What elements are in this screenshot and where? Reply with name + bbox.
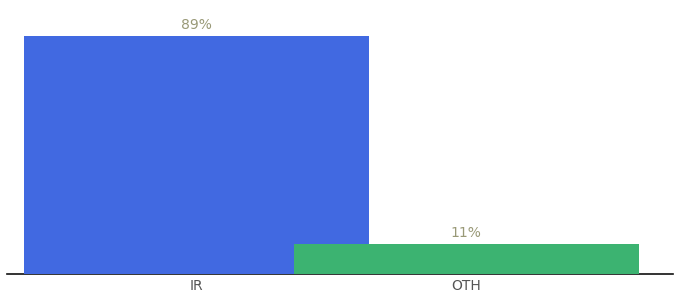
Bar bbox=[294, 244, 639, 274]
Text: 89%: 89% bbox=[181, 18, 212, 32]
Text: 11%: 11% bbox=[451, 226, 481, 240]
Bar bbox=[24, 36, 369, 274]
